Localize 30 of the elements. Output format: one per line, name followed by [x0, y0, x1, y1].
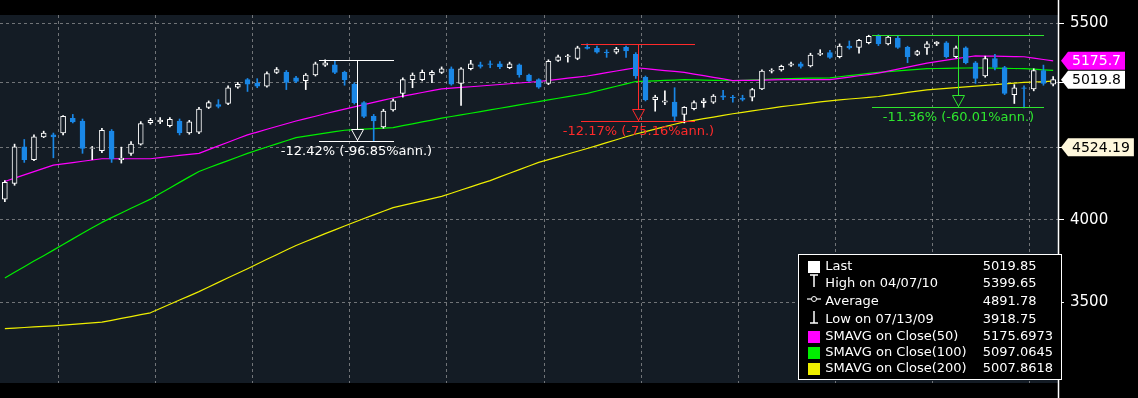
- text: 4524.19: [1072, 138, 1130, 155]
- y-tick-label: 5500: [1070, 13, 1109, 32]
- legend-label: SMAVG on Close(50): [824, 328, 960, 344]
- annotation: Average: [824, 292, 880, 310]
- text: 5019.8: [1072, 71, 1121, 88]
- annotation: 5175.6973: [981, 328, 1054, 344]
- text: 5175.7: [1072, 52, 1121, 69]
- candlestick: [730, 94, 736, 103]
- candlestick: [370, 114, 377, 142]
- legend-label: Last: [824, 258, 854, 274]
- annotation: 5097.0645: [981, 344, 1054, 360]
- candlestick: [700, 98, 707, 108]
- candlestick: [652, 94, 659, 112]
- candlestick: [817, 49, 824, 56]
- annotation: 4891.78: [981, 292, 1038, 310]
- annotation: 5019.85: [981, 258, 1038, 274]
- annotation: Low on 07/13/09: [824, 310, 935, 328]
- candlestick: [720, 89, 726, 100]
- annotation: -11.36% (-60.01%ann.): [882, 109, 1035, 125]
- annotation: 5399.65: [981, 274, 1038, 292]
- annotation: 5007.8618: [981, 360, 1054, 376]
- candlestick: [662, 90, 668, 106]
- annotation: -12.42% (-96.85%ann.): [280, 143, 433, 159]
- legend-label: SMAVG on Close(200): [824, 360, 968, 376]
- y-tick-label: 4000: [1070, 209, 1109, 228]
- annotation: High on 04/07/10: [824, 274, 940, 292]
- candlestick: [788, 61, 794, 67]
- y-tick-label: 3500: [1070, 292, 1109, 311]
- annotation: 3918.75: [981, 310, 1038, 328]
- legend-label: SMAVG on Close(100): [824, 344, 968, 360]
